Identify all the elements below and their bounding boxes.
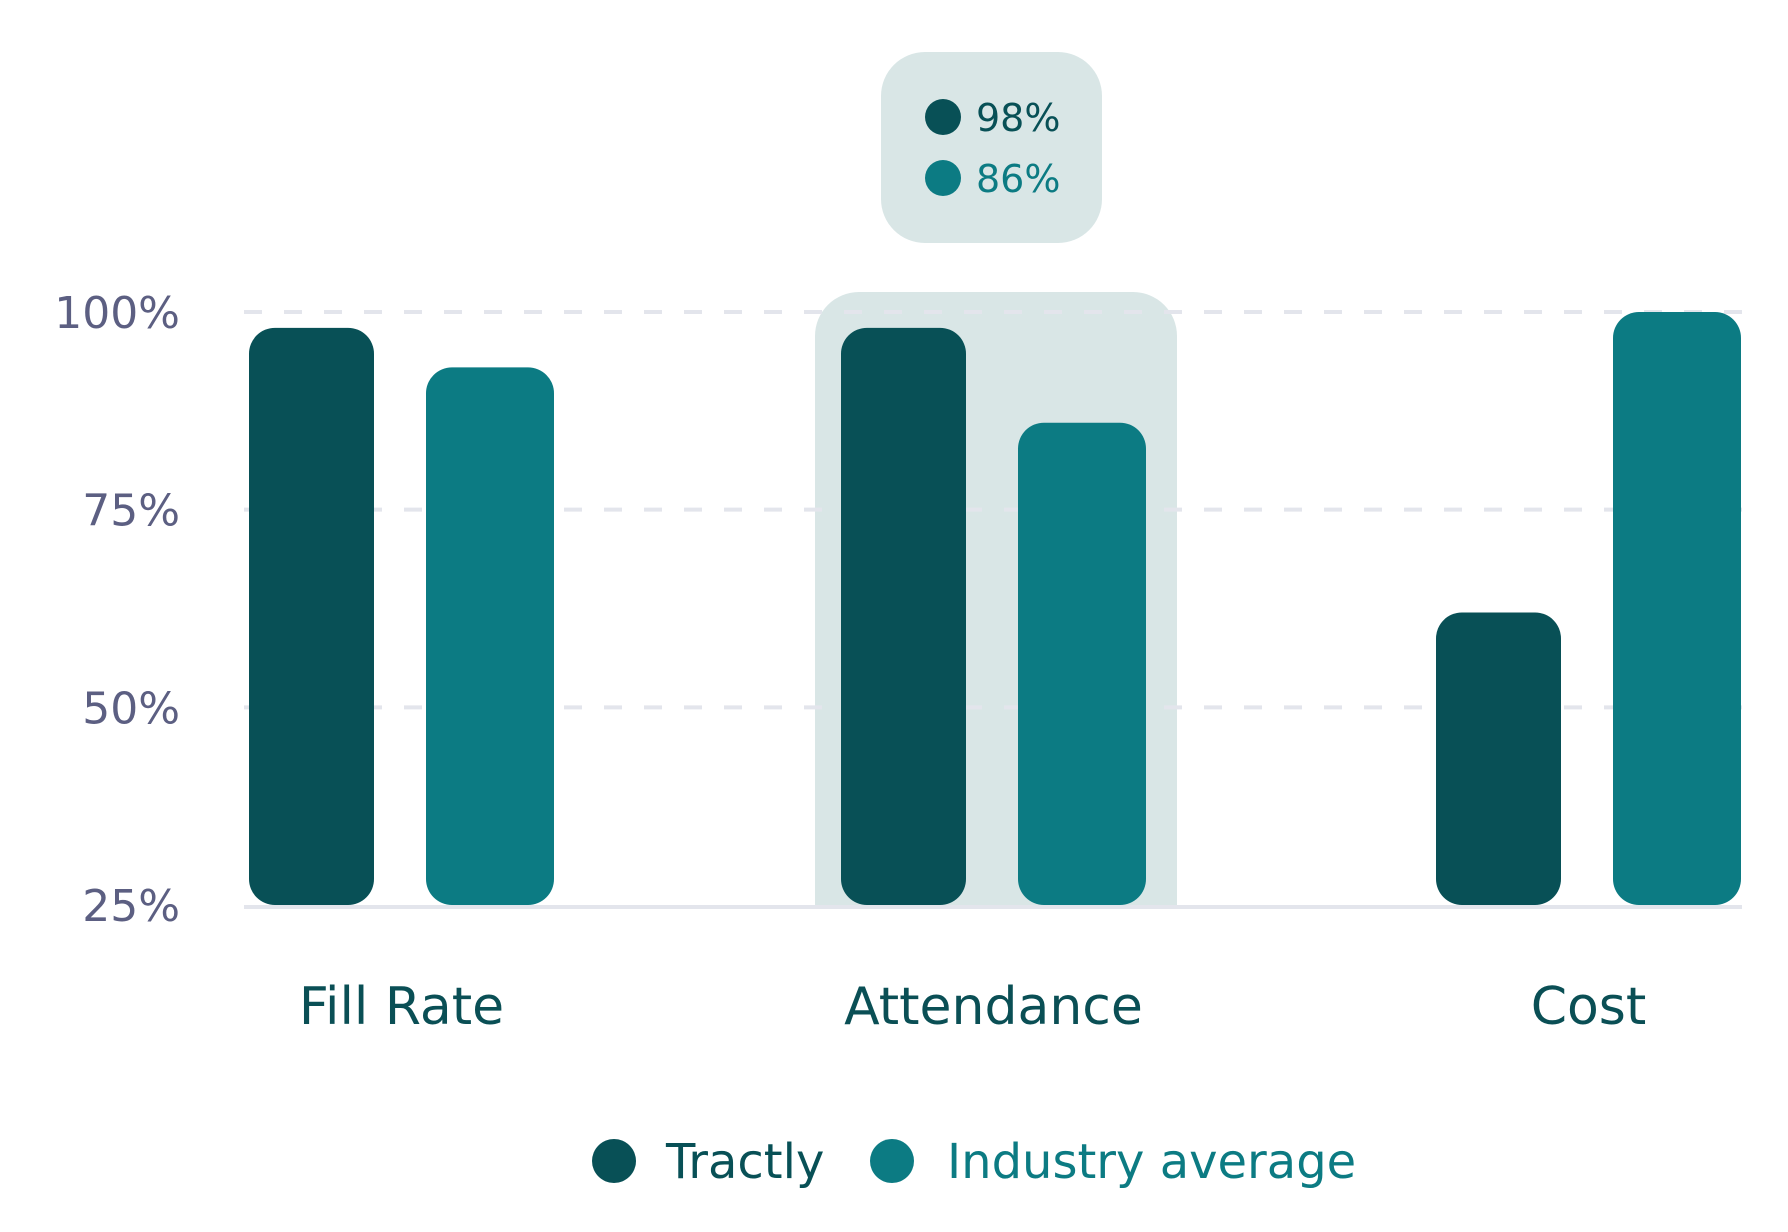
legend: Tractly Industry average <box>592 1134 1356 1190</box>
bar-attendance-tractly[interactable] <box>841 327 966 905</box>
y-tick-label: 100% <box>54 288 180 339</box>
tooltip-box <box>881 52 1102 243</box>
y-tick-label: 50% <box>82 683 180 734</box>
legend-label-tractly[interactable]: Tractly <box>665 1134 824 1190</box>
y-tick-label: 25% <box>82 881 180 932</box>
bar-cost-tractly[interactable] <box>1436 612 1561 905</box>
bar-cost-industry[interactable] <box>1613 312 1741 905</box>
tooltip-dot-industry <box>925 160 961 196</box>
tooltip-dot-tractly <box>925 99 961 135</box>
bar-fill-rate-tractly[interactable] <box>249 327 374 905</box>
x-category-label: Fill Rate <box>299 977 504 1037</box>
tooltip-value-industry: 86% <box>976 157 1060 201</box>
bar-fill-rate-industry[interactable] <box>426 367 554 905</box>
x-category-label: Attendance <box>844 977 1143 1037</box>
x-category-label: Cost <box>1531 977 1647 1037</box>
legend-swatch-tractly[interactable] <box>592 1139 636 1183</box>
legend-label-industry[interactable]: Industry average <box>947 1134 1356 1190</box>
y-tick-label: 75% <box>82 486 180 537</box>
bar-attendance-industry[interactable] <box>1018 422 1146 905</box>
legend-swatch-industry[interactable] <box>870 1139 914 1183</box>
tooltip: 98% 86% <box>881 52 1102 243</box>
tooltip-value-tractly: 98% <box>976 96 1060 140</box>
